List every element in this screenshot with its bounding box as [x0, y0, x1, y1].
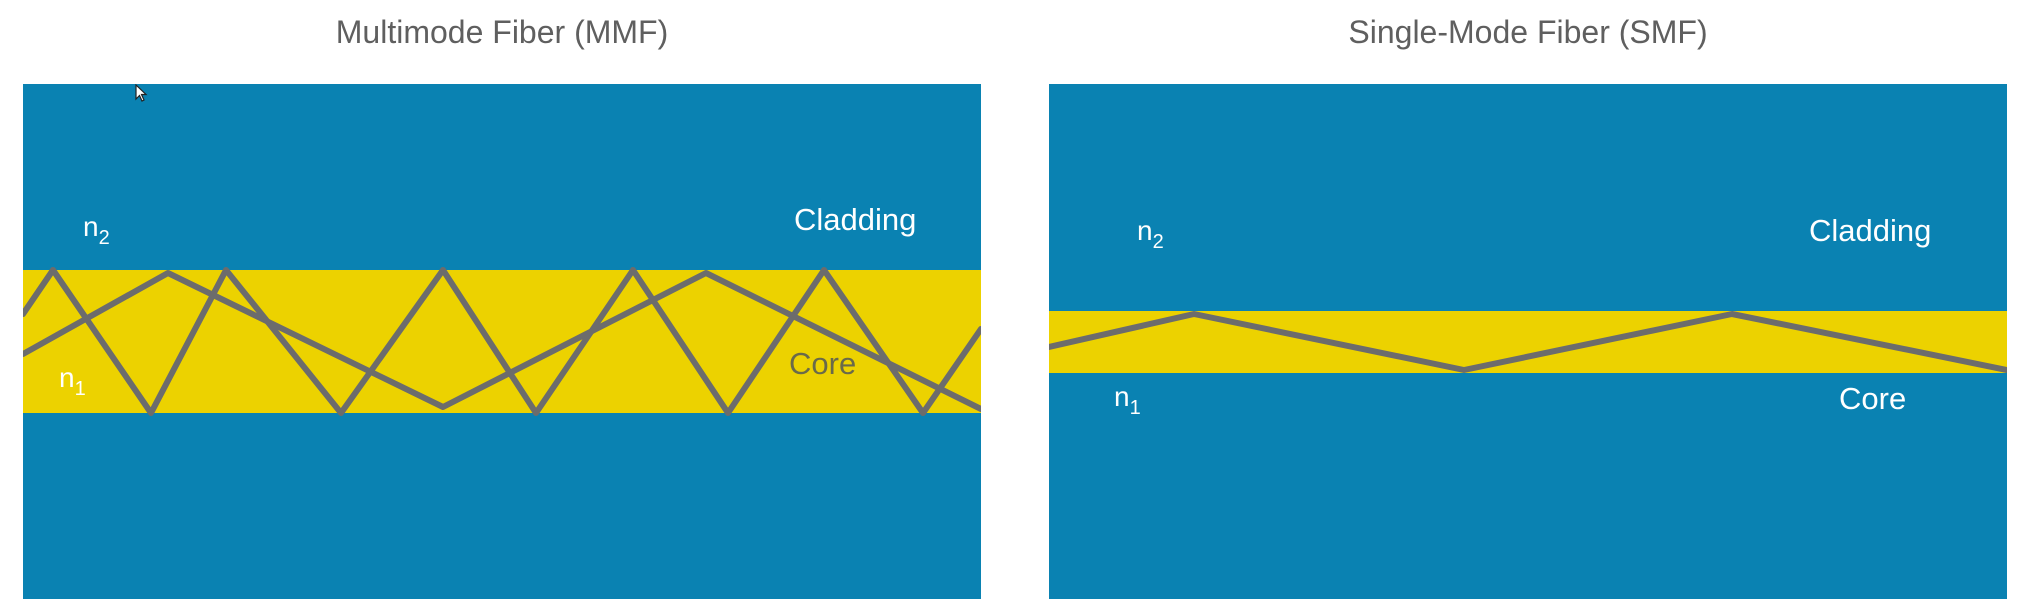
smf-cladding-label: Cladding [1809, 213, 1931, 248]
mmf-ray-steep [23, 267, 981, 416]
mmf-core [23, 270, 981, 413]
smf-title: Single-Mode Fiber (SMF) [1348, 14, 1708, 50]
smf-core-label: Core [1839, 381, 1906, 416]
smf-n1-label: n1 [1114, 381, 1141, 419]
mmf-n1-label: n1 [59, 362, 86, 400]
smf-diagram: n2 n1 Cladding Core [1049, 84, 2007, 599]
smf-core [1049, 311, 2007, 373]
mmf-core-label: Core [789, 346, 856, 381]
smf-n2-label: n2 [1137, 215, 1164, 253]
mmf-ray-shallow [23, 270, 981, 412]
smf-ray [1049, 311, 2007, 373]
mmf-cladding-label: Cladding [794, 202, 916, 237]
mmf-diagram: n2 n1 Cladding Core [23, 84, 981, 599]
mmf-title: Multimode Fiber (MMF) [335, 14, 669, 50]
mouse-pointer-icon [135, 84, 148, 102]
mmf-n2-label: n2 [83, 211, 110, 249]
